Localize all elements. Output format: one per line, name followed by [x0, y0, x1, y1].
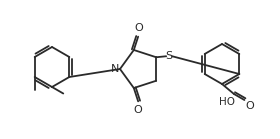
Text: HO: HO	[219, 97, 235, 107]
Text: N: N	[111, 64, 119, 74]
Text: O: O	[135, 23, 144, 33]
Text: S: S	[165, 51, 173, 61]
Text: O: O	[245, 101, 254, 111]
Text: O: O	[134, 105, 143, 115]
